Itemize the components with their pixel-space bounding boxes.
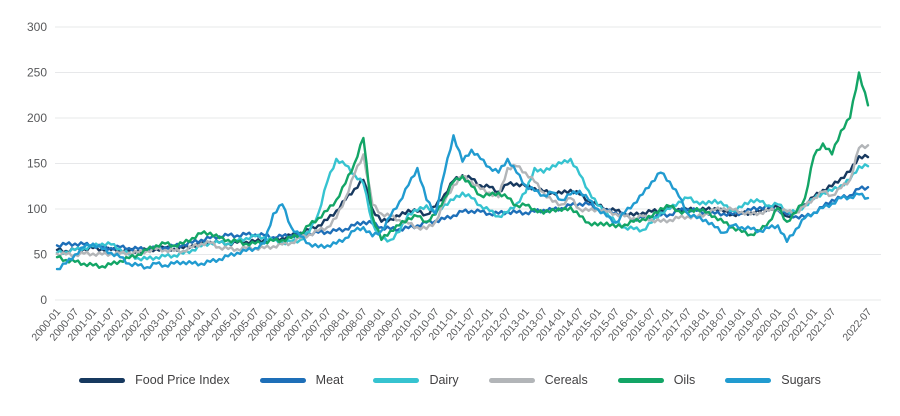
legend-item-dairy[interactable]: Dairy bbox=[373, 373, 459, 387]
legend-swatch-cereals bbox=[488, 377, 535, 383]
legend-swatch-meat bbox=[259, 377, 306, 383]
legend-item-meat[interactable]: Meat bbox=[259, 373, 344, 387]
y-tick-label: 300 bbox=[27, 20, 47, 34]
y-tick-label: 150 bbox=[27, 157, 47, 171]
line-chart-canvas: 0501001502002503002000-012000-072001-012… bbox=[27, 20, 881, 343]
legend-label-meat: Meat bbox=[315, 373, 344, 387]
legend-swatch-dairy bbox=[373, 377, 420, 383]
legend-swatch-oils bbox=[617, 377, 664, 383]
legend-label-sugars: Sugars bbox=[781, 373, 821, 387]
y-tick-label: 200 bbox=[27, 111, 47, 125]
legend-item-oils[interactable]: Oils bbox=[617, 373, 696, 387]
legend-item-sugars[interactable]: Sugars bbox=[725, 373, 821, 387]
legend-swatch-food-price-index bbox=[79, 377, 126, 383]
legend-label-food-price-index: Food Price Index bbox=[135, 373, 230, 387]
series-line-oils bbox=[55, 71, 870, 269]
legend-label-oils: Oils bbox=[673, 373, 696, 387]
legend-item-cereals[interactable]: Cereals bbox=[488, 373, 588, 387]
x-tick-label: 2022-07 bbox=[840, 306, 874, 343]
series-line-meat bbox=[55, 185, 870, 253]
legend-item-food-price-index[interactable]: Food Price Index bbox=[79, 373, 230, 387]
y-tick-label: 50 bbox=[34, 248, 48, 262]
legend-swatch-sugars bbox=[725, 377, 772, 383]
series-line-sugars bbox=[55, 134, 870, 271]
y-tick-label: 250 bbox=[27, 66, 47, 80]
y-tick-label: 0 bbox=[40, 293, 47, 307]
chart-legend: Food Price Index Meat Dairy Cereals Oils Suga… bbox=[0, 368, 900, 392]
legend-label-dairy: Dairy bbox=[429, 373, 459, 387]
legend-label-cereals: Cereals bbox=[544, 373, 588, 387]
y-tick-label: 100 bbox=[27, 202, 47, 216]
